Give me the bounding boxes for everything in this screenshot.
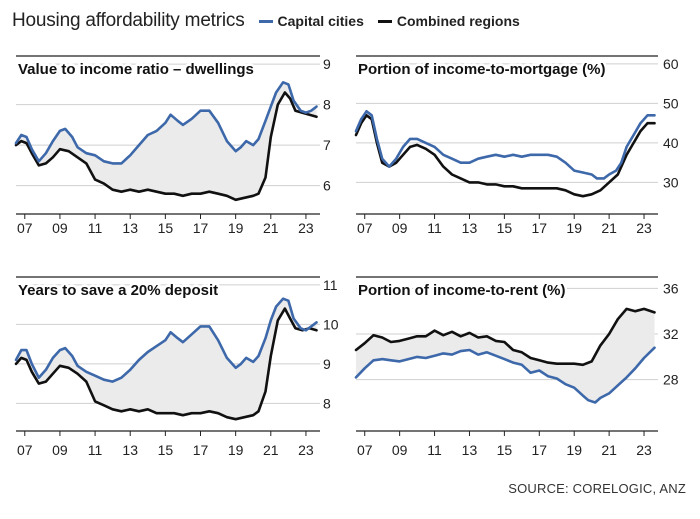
- x-tick-label: 09: [52, 220, 68, 236]
- y-tick-label: 8: [323, 395, 331, 411]
- panel-4: 28 32 36 07 09 11 13 15 17 19 21 23 Portion of incom…: [354, 276, 679, 458]
- x-tick-label: 19: [228, 442, 244, 458]
- panel-title: Portion of income-to-rent (%): [358, 282, 565, 299]
- chart-header: Housing affordability metrics Capital ci…: [12, 6, 534, 36]
- x-tick-label: 23: [636, 220, 652, 236]
- x-tick-label: 15: [497, 442, 513, 458]
- y-tick-label: 10: [323, 316, 339, 332]
- series-line-combined-regions: [354, 307, 656, 367]
- x-tick-label: 09: [392, 442, 408, 458]
- x-tick-label: 15: [158, 220, 174, 236]
- source-note: SOURCE: CORELOGIC, ANZ: [508, 481, 686, 496]
- y-tick-label: 7: [323, 137, 331, 153]
- legend-item-capital-cities: Capital cities: [258, 13, 364, 29]
- y-tick-label: 50: [663, 95, 679, 111]
- series-line-combined-regions: [14, 91, 318, 202]
- x-tick-label: 19: [228, 220, 244, 236]
- x-tick-label: 13: [462, 220, 478, 236]
- x-tick-label: 17: [532, 220, 548, 236]
- x-tick-label: 07: [357, 220, 373, 236]
- x-tick-label: 13: [122, 442, 138, 458]
- y-tick-label: 40: [663, 135, 679, 151]
- panel-title: Portion of income-to-mortgage (%): [358, 61, 606, 78]
- x-tick-label: 23: [298, 442, 314, 458]
- panel-3: 8 9 10 11 07 09 11 13 15 17 19 21 23 Years to save a …: [14, 276, 339, 458]
- y-tick-label: 28: [663, 372, 679, 388]
- panel-2: 30 40 50 60 07 09 11 13 15 17 19 21 23 Portion of inc…: [354, 55, 679, 236]
- legend-label-capital-cities: Capital cities: [277, 13, 364, 29]
- x-tick-label: 11: [427, 220, 442, 236]
- x-tick-label: 07: [357, 442, 373, 458]
- series-line-combined-regions: [14, 307, 318, 421]
- series-line-capital-cities: [354, 346, 656, 404]
- x-tick-label: 21: [263, 220, 279, 236]
- x-tick-label: 23: [298, 220, 314, 236]
- legend-label-combined-regions: Combined regions: [396, 13, 520, 29]
- x-tick-label: 11: [427, 442, 442, 458]
- x-tick-label: 11: [88, 442, 103, 458]
- x-tick-label: 23: [636, 442, 652, 458]
- y-tick-label: 9: [323, 56, 331, 72]
- legend-swatch-combined-regions: [377, 19, 392, 23]
- y-tick-label: 36: [663, 280, 679, 296]
- chart-title: Housing affordability metrics: [12, 10, 245, 31]
- legend-swatch-capital-cities: [258, 19, 273, 23]
- x-tick-label: 13: [462, 442, 478, 458]
- shaded-gap-area: [16, 298, 317, 420]
- y-tick-label: 32: [663, 326, 679, 342]
- shaded-gap-area: [356, 308, 655, 403]
- x-tick-label: 11: [88, 220, 103, 236]
- x-tick-label: 15: [497, 220, 513, 236]
- x-tick-label: 21: [263, 442, 279, 458]
- y-tick-label: 30: [663, 174, 679, 190]
- x-tick-label: 09: [392, 220, 408, 236]
- y-tick-label: 9: [323, 356, 331, 372]
- x-tick-label: 21: [601, 220, 617, 236]
- x-tick-label: 21: [601, 442, 617, 458]
- y-tick-label: 8: [323, 97, 331, 113]
- x-tick-label: 17: [532, 442, 548, 458]
- x-tick-label: 17: [193, 442, 209, 458]
- x-tick-label: 19: [566, 220, 582, 236]
- x-tick-label: 15: [158, 442, 174, 458]
- y-tick-label: 60: [663, 56, 679, 72]
- y-tick-label: 6: [323, 178, 331, 194]
- panel-title: Value to income ratio – dwellings: [18, 61, 254, 78]
- panel-1: 6 7 8 9 07 09 11 13 15 17 19 21 23 Value to income ra…: [14, 55, 331, 236]
- legend-item-combined-regions: Combined regions: [377, 13, 520, 29]
- x-tick-label: 07: [17, 442, 33, 458]
- x-tick-label: 19: [566, 442, 582, 458]
- x-tick-label: 17: [193, 220, 209, 236]
- series-line-capital-cities: [14, 81, 318, 165]
- series-line-capital-cities: [354, 110, 656, 180]
- y-tick-label: 11: [323, 277, 338, 293]
- x-tick-label: 09: [52, 442, 68, 458]
- series-line-capital-cities: [14, 297, 318, 383]
- x-tick-label: 07: [17, 220, 33, 236]
- panel-title: Years to save a 20% deposit: [18, 282, 218, 299]
- x-tick-label: 13: [122, 220, 138, 236]
